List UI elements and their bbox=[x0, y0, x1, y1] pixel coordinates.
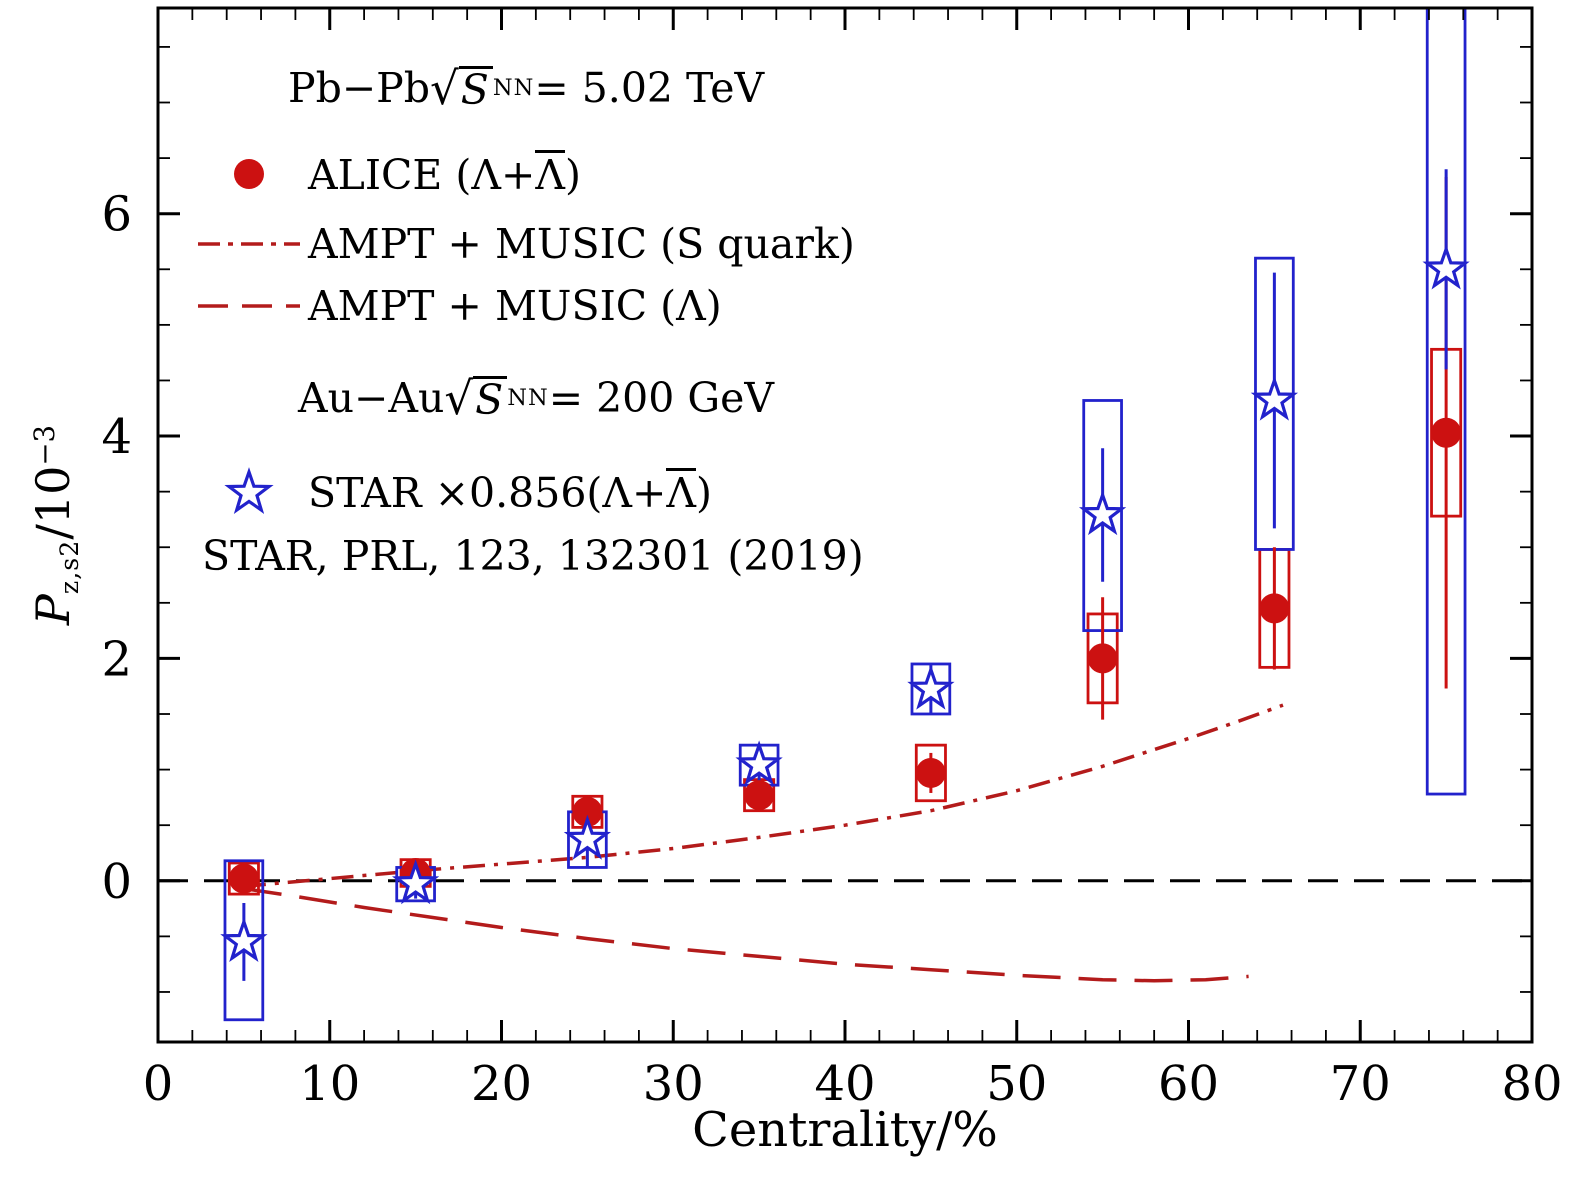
svg-text:6: 6 bbox=[101, 187, 132, 243]
svg-text:70: 70 bbox=[1330, 1056, 1391, 1112]
auau-system-text: Au−Au bbox=[298, 374, 445, 422]
snn-subscript: NN bbox=[492, 75, 535, 101]
svg-text:4: 4 bbox=[101, 409, 132, 465]
star-label: STAR ×0.856(Λ+Λ) bbox=[308, 467, 712, 517]
dashed-marker-wrap bbox=[190, 300, 308, 312]
alice-label: ALICE (Λ+Λ) bbox=[308, 149, 581, 199]
legend-entry-alice: ALICE (Λ+Λ) bbox=[190, 146, 581, 202]
sqrt-radicand: S bbox=[458, 65, 493, 111]
legend-entry-star: STAR ×0.856(Λ+Λ) bbox=[190, 464, 712, 520]
alice-circle-marker-icon bbox=[234, 159, 264, 189]
legend-reference: STAR, PRL, 123, 132301 (2019) bbox=[190, 528, 864, 584]
auau-energy-text: = 200 GeV bbox=[548, 374, 774, 422]
svg-text:2: 2 bbox=[101, 631, 132, 687]
alice-label-lambdabar: Λ bbox=[535, 149, 565, 199]
y-axis-label-sup: −3 bbox=[27, 424, 61, 466]
star-label-lambdabar: Λ bbox=[666, 467, 696, 517]
pbpb-system-text: Pb−Pb bbox=[288, 64, 431, 112]
snn-subscript: NN bbox=[507, 385, 549, 411]
sqrt-symbol: √ bbox=[444, 371, 474, 425]
y-axis-label-mid: /10 bbox=[26, 465, 80, 540]
alice-marker-wrap bbox=[190, 159, 308, 189]
svg-text:60: 60 bbox=[1158, 1056, 1219, 1112]
reference-text: STAR, PRL, 123, 132301 (2019) bbox=[202, 532, 864, 580]
star-label-post: ) bbox=[696, 468, 712, 517]
star-marker-icon bbox=[224, 467, 274, 514]
legend-header-auau: Au−Au √ S NN = 200 GeV bbox=[190, 370, 774, 426]
y-axis-label-sub: z,s2 bbox=[54, 539, 84, 595]
ampt-lambda-label: AMPT + MUSIC (Λ) bbox=[308, 282, 722, 330]
dashdot-line-icon bbox=[198, 242, 300, 246]
svg-text:0: 0 bbox=[143, 1056, 174, 1112]
star-marker-wrap bbox=[190, 466, 308, 518]
sqrt-symbol: √ bbox=[430, 61, 459, 115]
svg-text:30: 30 bbox=[643, 1056, 704, 1112]
dashed-line-icon bbox=[198, 304, 300, 308]
ampt-squark-label: AMPT + MUSIC (S quark) bbox=[308, 220, 855, 268]
star-label-pre: STAR ×0.856(Λ+ bbox=[308, 468, 667, 517]
y-axis-label: Pz,s2/10−3 bbox=[26, 310, 84, 740]
svg-text:50: 50 bbox=[986, 1056, 1047, 1112]
alice-label-pre: ALICE (Λ+ bbox=[308, 150, 536, 199]
svg-text:0: 0 bbox=[101, 854, 132, 910]
legend-entry-ampt-lambda: AMPT + MUSIC (Λ) bbox=[190, 278, 722, 334]
dashdot-marker-wrap bbox=[190, 238, 308, 250]
svg-text:10: 10 bbox=[299, 1056, 360, 1112]
svg-text:20: 20 bbox=[471, 1056, 532, 1112]
svg-text:40: 40 bbox=[814, 1056, 875, 1112]
y-axis-label-base: P bbox=[26, 594, 80, 626]
x-axis-label: Centrality/% bbox=[692, 1102, 998, 1158]
alice-label-post: ) bbox=[564, 150, 581, 199]
sqrt-radicand: S bbox=[473, 375, 508, 421]
legend-entry-ampt-squark: AMPT + MUSIC (S quark) bbox=[190, 216, 855, 272]
legend-header-pbpb: Pb−Pb √ S NN = 5.02 TeV bbox=[190, 60, 764, 116]
svg-text:80: 80 bbox=[1501, 1056, 1562, 1112]
pbpb-energy-text: = 5.02 TeV bbox=[534, 64, 765, 112]
